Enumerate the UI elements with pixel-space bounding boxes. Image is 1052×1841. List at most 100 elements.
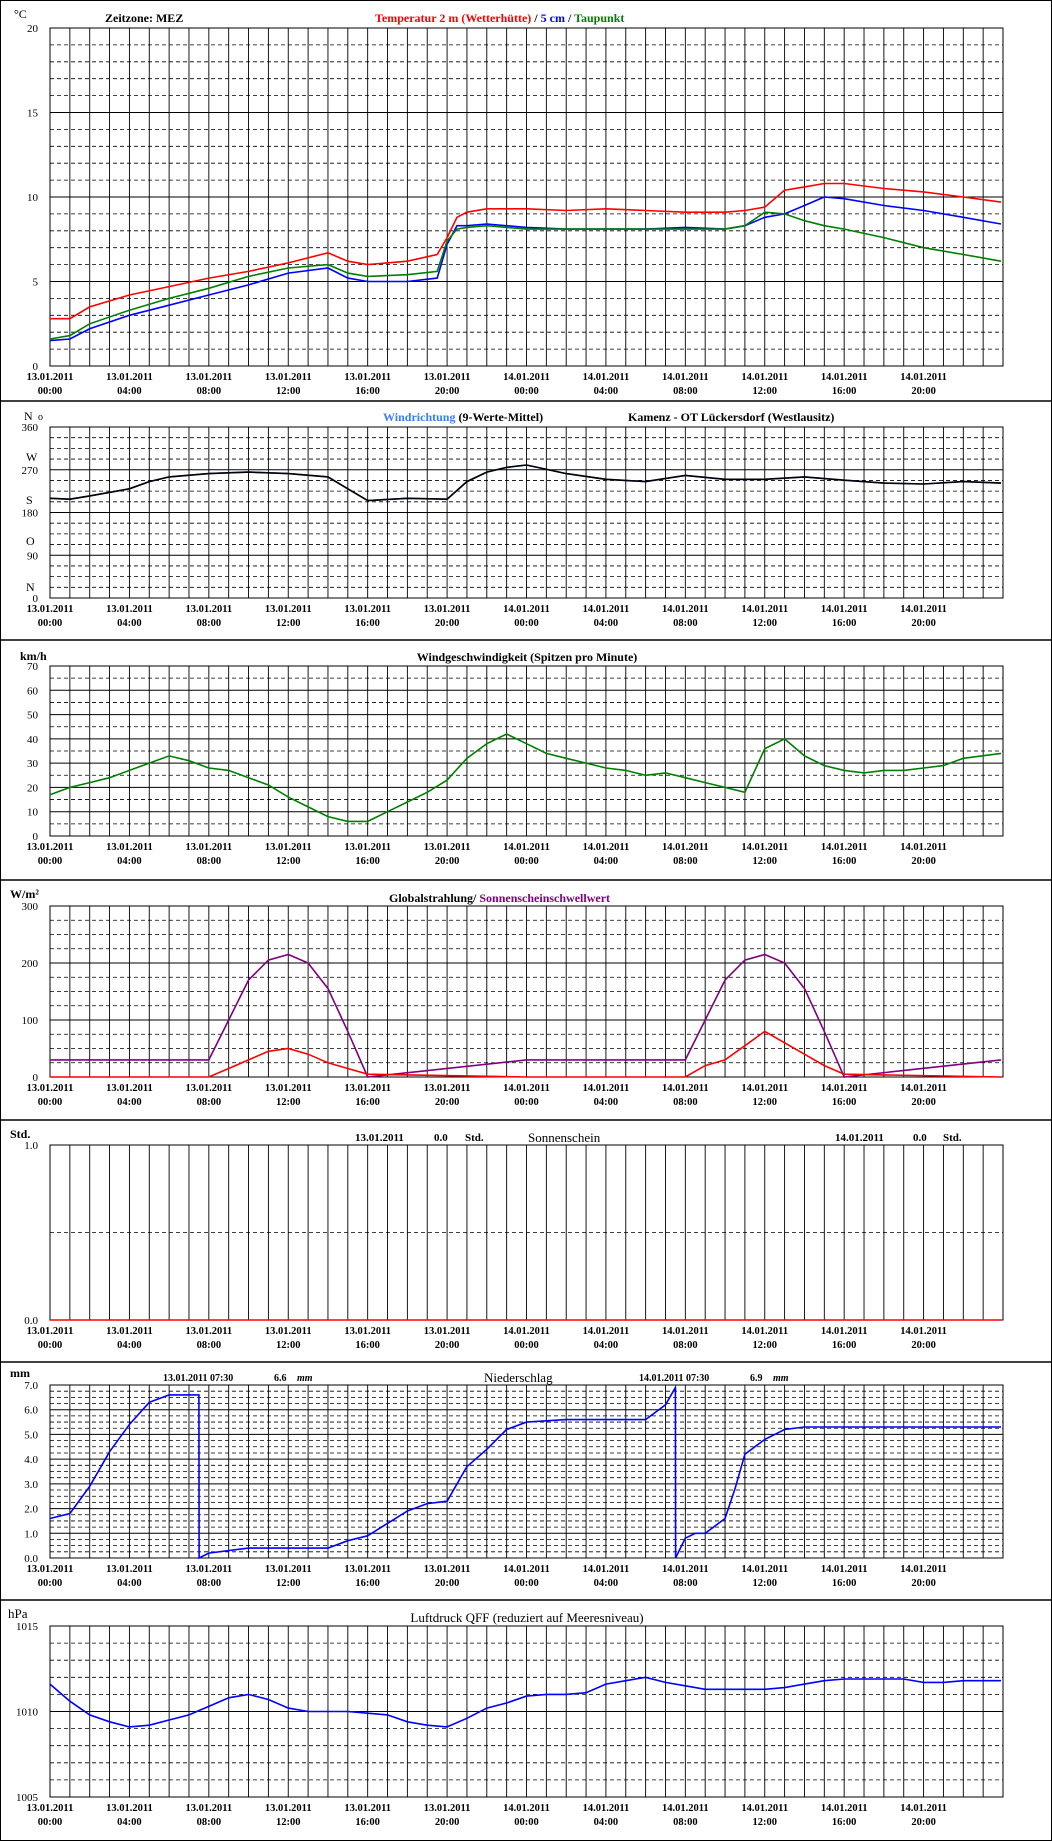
precip-day2-date: 14.01.2011 07:30 <box>639 1373 709 1384</box>
x-tick-date: 13.01.2011 <box>344 1564 391 1575</box>
x-tick-time: 16:00 <box>355 386 380 397</box>
y-tick-label: 1015 <box>16 1621 39 1633</box>
x-tick-time: 00:00 <box>514 1817 539 1828</box>
x-tick-time: 04:00 <box>117 1578 142 1589</box>
winddir-plot-frame <box>49 426 1004 599</box>
sunshine-day2-value: 0.0 <box>913 1132 927 1144</box>
x-tick-time: 04:00 <box>594 386 619 397</box>
x-tick-date: 14.01.2011 <box>741 1083 788 1094</box>
y-tick-label: 270 <box>22 465 39 477</box>
x-tick-time: 16:00 <box>832 1817 857 1828</box>
x-tick-time: 12:00 <box>276 1097 301 1108</box>
x-tick-time: 16:00 <box>832 386 857 397</box>
sunshine-day2-unit: Std. <box>943 1132 962 1144</box>
radiation-unit: W/m² <box>10 887 39 901</box>
x-tick-date: 13.01.2011 <box>265 1083 312 1094</box>
y-tick-label: 3.0 <box>24 1479 38 1491</box>
y-tick-label: 5 <box>33 277 39 289</box>
temp-series-line <box>49 211 1002 340</box>
x-tick-time: 16:00 <box>832 618 857 629</box>
x-tick-time: 16:00 <box>832 1578 857 1589</box>
x-tick-date: 14.01.2011 <box>662 1564 709 1575</box>
x-tick-time: 08:00 <box>197 386 222 397</box>
precip-series-line <box>49 1384 1001 1560</box>
x-tick-date: 14.01.2011 <box>741 1326 788 1337</box>
y-tick-label: 200 <box>22 958 39 970</box>
x-tick-time: 12:00 <box>276 1340 301 1351</box>
x-tick-date: 14.01.2011 <box>583 604 630 615</box>
x-tick-time: 08:00 <box>673 1578 698 1589</box>
x-tick-time: 20:00 <box>435 856 460 867</box>
temperature-grid: 13.01.2011 00:00 13.01.2011 04:00 13.01.2011… <box>27 27 1004 397</box>
x-tick-date: 14.01.2011 <box>821 1564 868 1575</box>
x-tick-date: 14.01.2011 <box>662 372 709 383</box>
y-tick-label: 300 <box>22 901 39 913</box>
x-tick-time: 00:00 <box>514 1097 539 1108</box>
pressure-title: Luftdruck QFF (reduziert auf Meeresnivea… <box>410 1610 643 1625</box>
x-tick-time: 04:00 <box>117 1340 142 1351</box>
x-tick-time: 04:00 <box>594 1817 619 1828</box>
sunshine-day2-date: 14.01.2011 <box>835 1132 884 1144</box>
precip-plot-frame <box>49 1384 1004 1559</box>
x-tick-time: 04:00 <box>117 1817 142 1828</box>
x-tick-date: 13.01.2011 <box>106 372 153 383</box>
precip-day1-date: 13.01.2011 07:30 <box>163 1373 233 1384</box>
x-tick-date: 13.01.2011 <box>344 1803 391 1814</box>
y-tick-label: 4.0 <box>24 1454 38 1466</box>
x-tick-time: 08:00 <box>197 618 222 629</box>
radiation-series-line <box>50 953 1002 1078</box>
x-tick-time: 12:00 <box>276 1578 301 1589</box>
x-tick-date: 13.01.2011 <box>27 1326 74 1337</box>
x-tick-date: 14.01.2011 <box>900 842 947 853</box>
x-tick-date: 14.01.2011 <box>900 604 947 615</box>
y-tick-label: 40 <box>27 734 39 746</box>
y-tick-label: 100 <box>22 1015 39 1027</box>
windspeed-unit: km/h <box>20 649 47 663</box>
x-tick-date: 13.01.2011 <box>185 1564 232 1575</box>
x-tick-date: 14.01.2011 <box>503 372 550 383</box>
x-tick-time: 08:00 <box>673 856 698 867</box>
x-tick-date: 14.01.2011 <box>583 842 630 853</box>
x-tick-time: 00:00 <box>38 1817 63 1828</box>
windspeed-title: Windgeschwindigkeit (Spitzen pro Minute) <box>417 650 638 664</box>
legend-entry: Temperatur 2 m (Wetterhütte) <box>375 11 531 25</box>
x-tick-date: 14.01.2011 <box>503 842 550 853</box>
x-tick-time: 12:00 <box>753 618 778 629</box>
x-tick-date: 13.01.2011 <box>344 1326 391 1337</box>
x-tick-date: 13.01.2011 <box>344 372 391 383</box>
x-tick-time: 08:00 <box>197 1097 222 1108</box>
winddir-unit: N <box>24 409 33 423</box>
x-tick-time: 16:00 <box>832 1097 857 1108</box>
y-tick-label: 0.0 <box>24 1315 38 1327</box>
x-tick-date: 14.01.2011 <box>821 372 868 383</box>
temp-legend: Temperatur 2 m (Wetterhütte) / 5 cm / Ta… <box>375 11 624 25</box>
compass-label: W <box>26 450 38 464</box>
x-tick-date: 14.01.2011 <box>662 604 709 615</box>
x-tick-time: 08:00 <box>673 1340 698 1351</box>
radiation-title: Globalstrahlung/ Sonnenscheinschwellwert <box>389 891 610 905</box>
y-tick-label: 20 <box>27 23 39 35</box>
y-tick-label: 60 <box>27 685 39 697</box>
x-tick-time: 00:00 <box>38 1578 63 1589</box>
x-tick-date: 14.01.2011 <box>503 1326 550 1337</box>
y-tick-label: 0 <box>33 593 39 605</box>
precip-unit: mm <box>10 1366 30 1380</box>
winddir-grid: 13.01.2011 00:00 13.01.2011 04:00 13.01.2011… <box>27 426 1004 629</box>
x-tick-date: 14.01.2011 <box>900 1326 947 1337</box>
x-tick-time: 12:00 <box>753 1340 778 1351</box>
x-tick-date: 14.01.2011 <box>503 1803 550 1814</box>
y-tick-label: 0.0 <box>24 1553 38 1565</box>
temp-series-line <box>49 196 1002 342</box>
x-tick-time: 08:00 <box>197 1578 222 1589</box>
y-tick-label: 0 <box>33 1072 39 1084</box>
x-tick-time: 12:00 <box>276 618 301 629</box>
precip-day2-value: 6.9 <box>750 1373 763 1384</box>
x-tick-date: 14.01.2011 <box>741 842 788 853</box>
precip-day2-unit: mm <box>773 1373 789 1384</box>
title-part: Globalstrahlung/ <box>389 891 477 905</box>
x-tick-time: 00:00 <box>514 856 539 867</box>
x-tick-date: 13.01.2011 <box>265 372 312 383</box>
x-tick-time: 00:00 <box>514 618 539 629</box>
y-tick-label: 6.0 <box>24 1405 38 1417</box>
y-tick-label: 5.0 <box>24 1429 38 1441</box>
